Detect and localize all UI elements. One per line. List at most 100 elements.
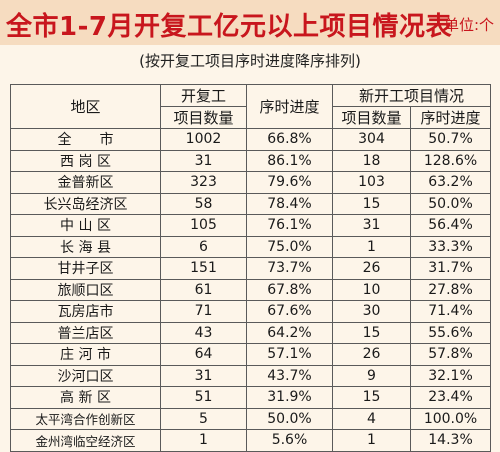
table-row: 庄 河 市 64 57.1% 26 57.8% bbox=[10, 343, 492, 366]
table-body: 全 市 1002 66.8% 304 50.7% 西 岗 区 31 86.1% 18 128.6%… bbox=[10, 128, 492, 452]
header-region: 地区 bbox=[10, 84, 161, 129]
resumed-progress-cell: 75.0% bbox=[246, 235, 333, 258]
new-count-cell: 103 bbox=[332, 171, 411, 194]
table-row: 旅顺口区 61 67.8% 10 27.8% bbox=[10, 278, 492, 301]
new-count-cell: 1 bbox=[332, 235, 411, 258]
header-resumed-progress: 序时进度 bbox=[246, 84, 333, 129]
table-row: 中 山 区 105 76.1% 31 56.4% bbox=[10, 214, 492, 237]
header-resumed-group: 开复工 bbox=[160, 84, 247, 107]
region-cell: 中 山 区 bbox=[10, 214, 161, 237]
table-row: 沙河口区 31 43.7% 9 32.1% bbox=[10, 364, 492, 387]
region-cell: 金普新区 bbox=[10, 171, 161, 194]
region-cell: 普兰店区 bbox=[10, 321, 161, 344]
unit-label: 单位:个 bbox=[443, 16, 494, 34]
resumed-count-cell: 1 bbox=[160, 429, 247, 452]
resumed-progress-cell: 78.4% bbox=[246, 192, 333, 215]
table-row: 太平湾合作创新区 5 50.0% 4 100.0% bbox=[10, 407, 492, 430]
new-count-cell: 15 bbox=[332, 192, 411, 215]
resumed-count-cell: 105 bbox=[160, 214, 247, 237]
subtitle: (按开复工项目序时进度降序排列) bbox=[139, 52, 361, 70]
new-progress-cell: 71.4% bbox=[409, 300, 492, 323]
region-cell: 沙河口区 bbox=[10, 364, 161, 387]
resumed-count-cell: 1002 bbox=[160, 128, 247, 151]
new-progress-cell: 57.8% bbox=[409, 343, 492, 366]
resumed-count-cell: 43 bbox=[160, 321, 247, 344]
header-new-group: 新开工项目情况 bbox=[331, 84, 492, 107]
new-progress-cell: 23.4% bbox=[409, 386, 492, 409]
resumed-count-cell: 71 bbox=[160, 300, 247, 323]
new-count-cell: 4 bbox=[332, 407, 411, 430]
header-new-count: 项目数量 bbox=[332, 106, 411, 129]
resumed-progress-cell: 67.8% bbox=[246, 278, 333, 301]
page-title: 全市1-7月开复工亿元以上项目情况表 bbox=[6, 12, 452, 42]
region-cell: 长兴岛经济区 bbox=[10, 192, 161, 215]
new-progress-cell: 32.1% bbox=[409, 364, 492, 387]
resumed-count-cell: 5 bbox=[160, 407, 247, 430]
resumed-progress-cell: 50.0% bbox=[246, 407, 333, 430]
table-row: 长兴岛经济区 58 78.4% 15 50.0% bbox=[10, 192, 492, 215]
new-progress-cell: 100.0% bbox=[409, 407, 492, 430]
table-row: 高 新 区 51 31.9% 15 23.4% bbox=[10, 386, 492, 409]
new-count-cell: 15 bbox=[332, 321, 411, 344]
resumed-progress-cell: 31.9% bbox=[246, 386, 333, 409]
region-cell: 全 市 bbox=[10, 128, 161, 151]
resumed-count-cell: 323 bbox=[160, 171, 247, 194]
resumed-progress-cell: 86.1% bbox=[246, 149, 333, 172]
new-progress-cell: 128.6% bbox=[409, 149, 492, 172]
table-row: 甘井子区 151 73.7% 26 31.7% bbox=[10, 257, 492, 280]
table-row: 全 市 1002 66.8% 304 50.7% bbox=[10, 128, 492, 151]
resumed-progress-cell: 66.8% bbox=[246, 128, 333, 151]
new-progress-cell: 56.4% bbox=[409, 214, 492, 237]
new-count-cell: 26 bbox=[332, 343, 411, 366]
region-cell: 旅顺口区 bbox=[10, 278, 161, 301]
region-cell: 甘井子区 bbox=[10, 257, 161, 280]
new-count-cell: 1 bbox=[332, 429, 411, 452]
table-row: 西 岗 区 31 86.1% 18 128.6% bbox=[10, 149, 492, 172]
region-cell: 西 岗 区 bbox=[10, 149, 161, 172]
new-progress-cell: 63.2% bbox=[409, 171, 492, 194]
table-row: 长 海 县 6 75.0% 1 33.3% bbox=[10, 235, 492, 258]
region-cell: 金州湾临空经济区 bbox=[10, 429, 161, 452]
header-resumed-count: 项目数量 bbox=[160, 106, 247, 129]
title-band: 全市1-7月开复工亿元以上项目情况表 单位:个 bbox=[0, 0, 500, 45]
new-count-cell: 304 bbox=[332, 128, 411, 151]
new-progress-cell: 33.3% bbox=[409, 235, 492, 258]
new-progress-cell: 31.7% bbox=[409, 257, 492, 280]
new-count-cell: 18 bbox=[332, 149, 411, 172]
region-cell: 太平湾合作创新区 bbox=[10, 407, 161, 430]
resumed-progress-cell: 5.6% bbox=[246, 429, 333, 452]
resumed-count-cell: 61 bbox=[160, 278, 247, 301]
table-row: 瓦房店市 71 67.6% 30 71.4% bbox=[10, 300, 492, 323]
new-count-cell: 26 bbox=[332, 257, 411, 280]
resumed-progress-cell: 79.6% bbox=[246, 171, 333, 194]
new-count-cell: 9 bbox=[332, 364, 411, 387]
new-count-cell: 15 bbox=[332, 386, 411, 409]
table-row: 普兰店区 43 64.2% 15 55.6% bbox=[10, 321, 492, 344]
header-new-progress: 序时进度 bbox=[409, 106, 492, 129]
region-cell: 高 新 区 bbox=[10, 386, 161, 409]
resumed-count-cell: 151 bbox=[160, 257, 247, 280]
new-progress-cell: 55.6% bbox=[409, 321, 492, 344]
resumed-count-cell: 51 bbox=[160, 386, 247, 409]
resumed-count-cell: 58 bbox=[160, 192, 247, 215]
resumed-progress-cell: 43.7% bbox=[246, 364, 333, 387]
new-count-cell: 30 bbox=[332, 300, 411, 323]
resumed-progress-cell: 57.1% bbox=[246, 343, 333, 366]
region-cell: 瓦房店市 bbox=[10, 300, 161, 323]
resumed-progress-cell: 64.2% bbox=[246, 321, 333, 344]
new-progress-cell: 14.3% bbox=[409, 429, 492, 452]
resumed-count-cell: 6 bbox=[160, 235, 247, 258]
new-progress-cell: 27.8% bbox=[409, 278, 492, 301]
resumed-progress-cell: 67.6% bbox=[246, 300, 333, 323]
resumed-count-cell: 31 bbox=[160, 149, 247, 172]
table-row: 金普新区 323 79.6% 103 63.2% bbox=[10, 171, 492, 194]
new-count-cell: 10 bbox=[332, 278, 411, 301]
new-count-cell: 31 bbox=[332, 214, 411, 237]
region-cell: 庄 河 市 bbox=[10, 343, 161, 366]
projects-table: 地区 开复工 序时进度 新开工项目情况 项目数量 项目数量 序时进度 全 市 10… bbox=[10, 84, 492, 452]
resumed-count-cell: 31 bbox=[160, 364, 247, 387]
region-cell: 长 海 县 bbox=[10, 235, 161, 258]
new-progress-cell: 50.7% bbox=[409, 128, 492, 151]
resumed-count-cell: 64 bbox=[160, 343, 247, 366]
table-row: 金州湾临空经济区 1 5.6% 1 14.3% bbox=[10, 429, 492, 452]
